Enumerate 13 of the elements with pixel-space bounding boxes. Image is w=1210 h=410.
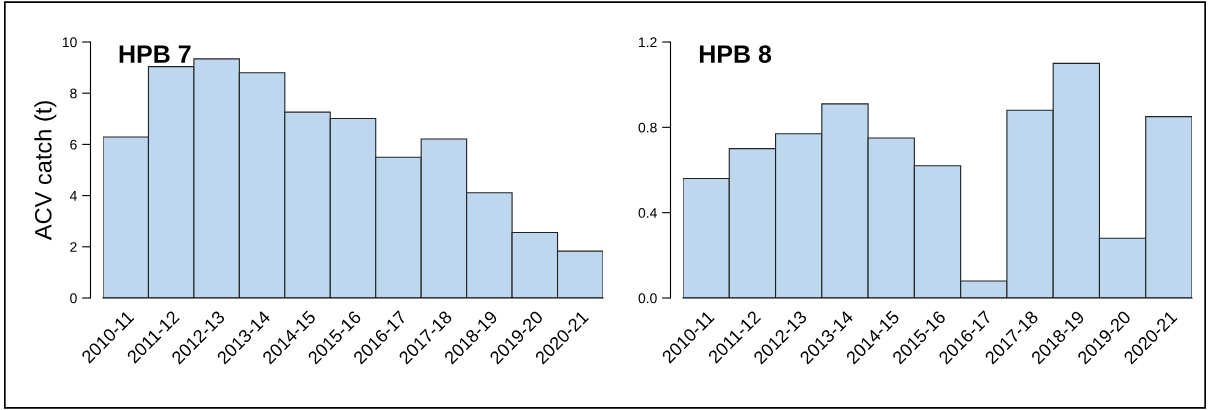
y-tick-label: 0 bbox=[70, 293, 77, 304]
y-tick-label: 0.0 bbox=[638, 293, 657, 304]
y-tick-label: 0.4 bbox=[638, 208, 657, 218]
y-tick-label: 10 bbox=[62, 37, 77, 48]
y-tick-label: 0.8 bbox=[638, 122, 657, 133]
y-tick-label: 6 bbox=[70, 139, 77, 150]
y-tick-label: 4 bbox=[69, 191, 77, 201]
chart-title: HPB 8 bbox=[699, 45, 772, 63]
y-tick-label: 8 bbox=[70, 88, 77, 99]
y-tick-label: 2 bbox=[70, 242, 77, 252]
y-tick-label: 1.2 bbox=[639, 37, 657, 48]
y-axis-title: ACV catch (t) bbox=[34, 101, 57, 241]
chart-title: HPB 7 bbox=[119, 45, 191, 63]
